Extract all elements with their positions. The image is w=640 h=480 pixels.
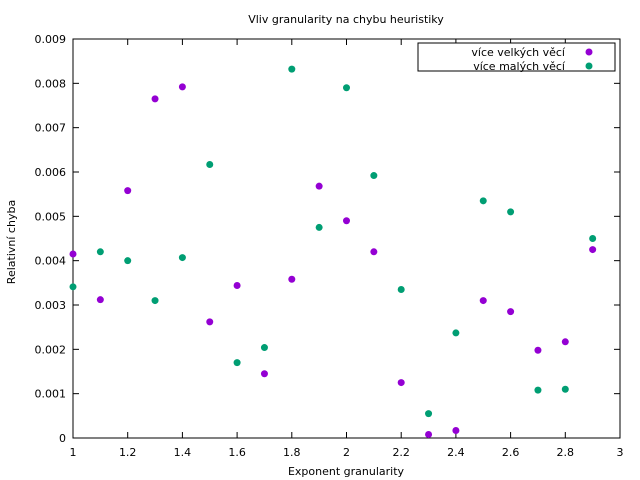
y-tick-label: 0.009 xyxy=(35,33,67,46)
data-point-series-1 xyxy=(343,217,350,225)
data-point-series-2 xyxy=(397,285,405,293)
data-point-series-2 xyxy=(206,160,214,168)
data-point-series-1 xyxy=(233,281,241,289)
y-tick-label: 0.008 xyxy=(35,77,67,90)
data-point-series-2 xyxy=(452,329,460,337)
data-point-series-1 xyxy=(425,430,433,438)
y-tick-label: 0.004 xyxy=(35,255,67,268)
data-point-series-1 xyxy=(124,187,132,195)
data-point-series-2 xyxy=(315,223,323,231)
data-point-series-2 xyxy=(151,297,159,305)
data-point-series-2 xyxy=(343,84,350,92)
legend-label: více malých věcí xyxy=(473,60,566,73)
data-point-series-1 xyxy=(589,246,597,254)
data-points xyxy=(69,65,597,438)
data-point-series-2 xyxy=(260,344,268,352)
data-point-series-2 xyxy=(233,359,241,367)
legend-label: více velkých věcí xyxy=(471,46,566,59)
x-tick-label: 1.6 xyxy=(228,446,246,459)
y-tick-label: 0 xyxy=(59,432,66,445)
data-point-series-2 xyxy=(69,283,77,291)
legend-marker xyxy=(585,48,593,56)
data-point-series-2 xyxy=(288,65,296,73)
y-axis: 0 0.001 0.002 0.003 0.004 0.005 0.006 0.007 0.00… xyxy=(35,33,620,445)
data-point-series-2 xyxy=(479,197,487,205)
x-axis-label: Exponent granularity xyxy=(288,465,405,478)
data-point-series-1 xyxy=(397,379,405,387)
data-point-series-2 xyxy=(124,257,132,265)
legend-marker xyxy=(585,62,593,70)
y-tick-label: 0.006 xyxy=(35,166,67,179)
y-tick-label: 0.005 xyxy=(35,210,67,223)
data-point-series-1 xyxy=(288,275,296,283)
data-point-series-1 xyxy=(315,182,323,190)
data-point-series-1 xyxy=(260,370,268,378)
data-point-series-2 xyxy=(178,254,186,262)
x-tick-label: 2.2 xyxy=(392,446,410,459)
x-tick-label: 2.6 xyxy=(502,446,520,459)
x-tick-label: 1.8 xyxy=(283,446,301,459)
data-point-series-1 xyxy=(534,346,542,354)
data-point-series-1 xyxy=(561,338,569,346)
x-tick-label: 2.8 xyxy=(557,446,575,459)
data-point-series-1 xyxy=(178,83,186,91)
data-point-series-2 xyxy=(534,386,542,394)
data-point-series-1 xyxy=(452,426,460,434)
data-point-series-2 xyxy=(589,235,597,242)
x-tick-label: 2 xyxy=(343,446,350,459)
data-point-series-1 xyxy=(479,297,487,305)
x-tick-label: 1.4 xyxy=(174,446,192,459)
y-tick-label: 0.001 xyxy=(35,388,67,401)
y-axis-label: Relativní chyba xyxy=(5,200,18,284)
data-point-series-2 xyxy=(96,248,104,256)
data-point-series-2 xyxy=(370,172,378,180)
data-point-series-1 xyxy=(151,95,159,103)
x-tick-label: 2.4 xyxy=(447,446,465,459)
data-point-series-2 xyxy=(507,208,515,216)
x-axis: 1 1.2 1.4 1.6 1.8 2 2.2 2.4 2.6 2.8 3 xyxy=(70,39,624,459)
x-tick-label: 3 xyxy=(617,446,624,459)
y-tick-label: 0.003 xyxy=(35,299,67,312)
legend-box xyxy=(417,42,616,72)
y-tick-label: 0.007 xyxy=(35,122,67,135)
x-tick-label: 1.2 xyxy=(119,446,137,459)
data-point-series-2 xyxy=(425,410,433,418)
x-tick-label: 1 xyxy=(70,446,77,459)
data-point-series-1 xyxy=(370,248,378,256)
y-tick-label: 0.002 xyxy=(35,343,67,356)
data-point-series-2 xyxy=(561,385,569,393)
data-point-series-1 xyxy=(96,296,104,304)
chart-title: Vliv granularity na chybu heuristiky xyxy=(248,13,444,26)
data-point-series-1 xyxy=(69,250,77,258)
data-point-series-1 xyxy=(507,308,515,316)
data-point-series-1 xyxy=(206,318,214,326)
